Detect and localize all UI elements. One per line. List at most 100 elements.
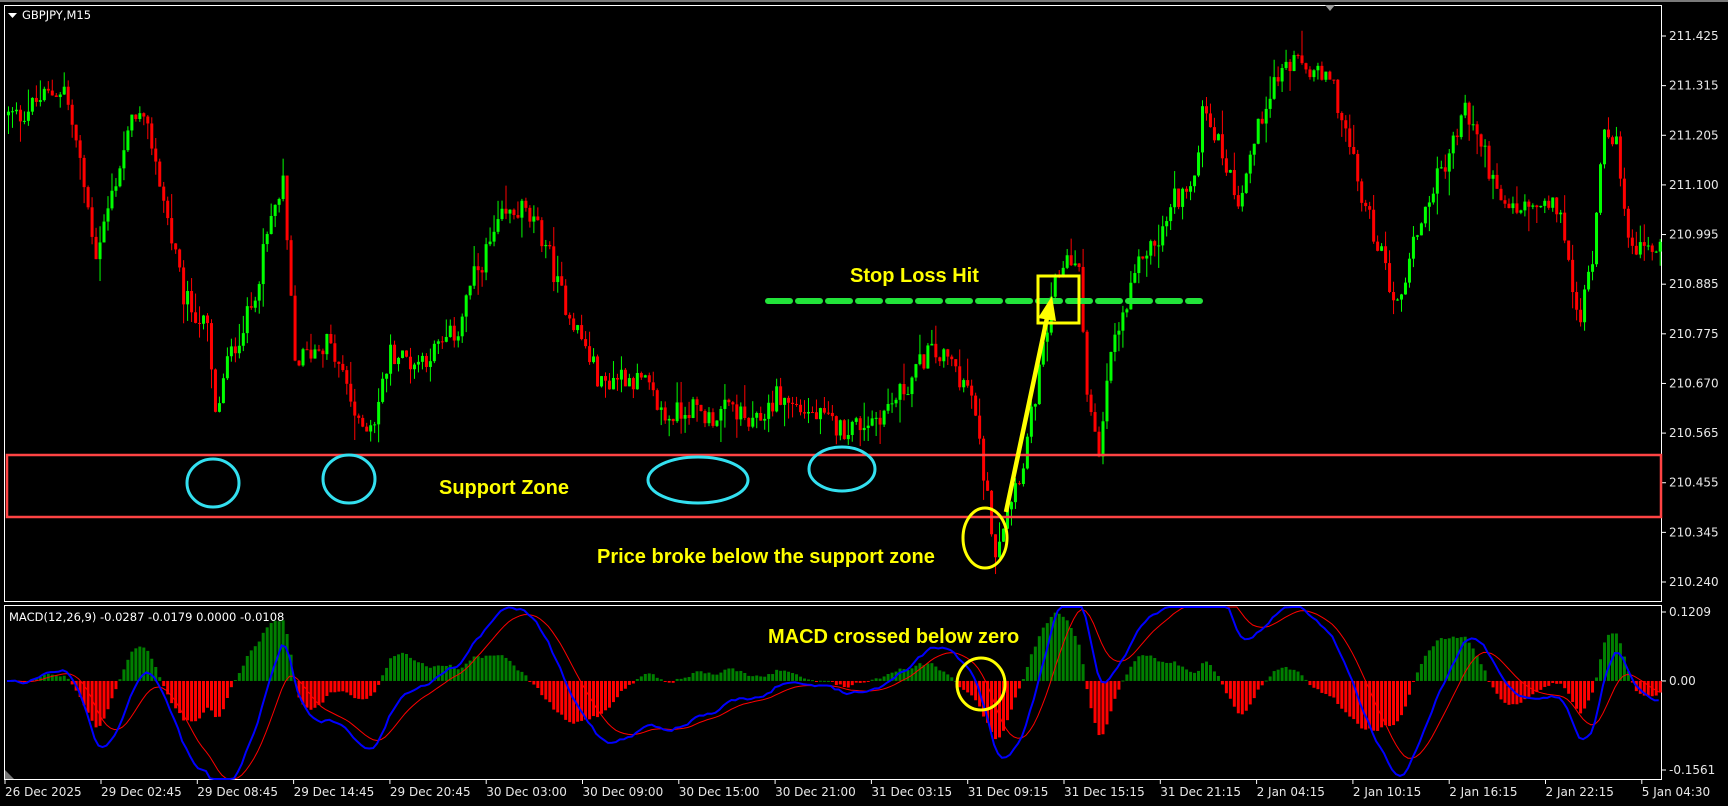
macd-histogram-bar	[1081, 664, 1085, 681]
candle	[1571, 244, 1575, 309]
candle-body	[1013, 483, 1017, 503]
candle-body	[524, 200, 528, 208]
price-tick-label: 211.315	[1669, 79, 1719, 93]
candle-body	[1356, 153, 1360, 182]
candle-body	[822, 408, 826, 413]
candle	[1141, 256, 1145, 260]
candle-body	[1380, 246, 1384, 251]
candle-body	[520, 200, 524, 218]
macd-histogram-bar	[627, 680, 631, 685]
candle	[1646, 236, 1650, 251]
candle	[1435, 156, 1439, 215]
candle	[623, 367, 627, 387]
macd-histogram-bar	[1595, 677, 1599, 681]
candle	[950, 354, 954, 367]
candle-body	[1292, 55, 1296, 72]
time-tick-label: 30 Dec 03:00	[486, 785, 567, 799]
macd-histogram-bar	[1384, 680, 1388, 726]
candle-body	[1467, 102, 1471, 125]
candle	[178, 248, 182, 272]
candle	[194, 293, 198, 324]
time-tick-label: 29 Dec 08:45	[197, 785, 278, 799]
chart-shift-marker-icon[interactable]	[1325, 5, 1335, 11]
macd-histogram-bar	[1017, 680, 1021, 689]
macd-histogram-bar	[771, 674, 775, 681]
candle-body	[564, 285, 568, 315]
candle-body	[623, 369, 627, 387]
macd-histogram-bar	[544, 680, 548, 700]
macd-histogram-bar	[1575, 680, 1579, 709]
candle	[38, 80, 42, 107]
candle	[424, 353, 428, 373]
candle	[1415, 234, 1419, 240]
candle	[695, 396, 699, 422]
candle-body	[408, 356, 412, 370]
candle-body	[420, 355, 424, 362]
macd-histogram-bar	[1272, 671, 1276, 681]
candle	[1097, 426, 1101, 458]
candle	[994, 534, 998, 575]
candle	[588, 331, 592, 365]
macd-histogram-bar	[345, 680, 349, 693]
macd-histogram-bar	[1228, 680, 1232, 699]
candle	[1240, 185, 1244, 212]
candle-body	[221, 378, 225, 404]
candle-body	[1602, 129, 1606, 165]
candle-body	[504, 208, 508, 214]
macd-histogram-bar	[221, 680, 225, 710]
time-axis: 26 Dec 2025 29 Dec 02:45 29 Dec 08:45 29 De…	[4, 780, 1710, 799]
candle-body	[1658, 241, 1662, 252]
candle	[1654, 250, 1658, 254]
candle	[627, 373, 631, 387]
candle	[273, 204, 277, 228]
candle	[500, 200, 504, 221]
candle	[1392, 281, 1396, 315]
candle	[1447, 149, 1451, 196]
candle-body	[651, 382, 655, 391]
candle	[1543, 198, 1547, 214]
candle-body	[1634, 245, 1638, 255]
macd-histogram-bar	[763, 676, 767, 681]
symbol-menu-triangle-icon[interactable]	[8, 13, 17, 18]
candle-body	[910, 377, 914, 395]
macd-histogram-bar	[623, 680, 627, 689]
candle	[1201, 100, 1204, 168]
macd-histogram-bar	[361, 680, 365, 700]
macd-histogram-bar	[1471, 648, 1475, 681]
candle	[1312, 69, 1316, 82]
candle-body	[1487, 145, 1491, 179]
candle-body	[747, 417, 751, 427]
candle	[420, 352, 424, 370]
candle-body	[241, 333, 245, 346]
candle-body	[1539, 205, 1543, 208]
candle	[1595, 212, 1599, 267]
candle-body	[1606, 129, 1610, 138]
candle-body	[878, 417, 882, 425]
candle	[866, 416, 870, 442]
candle	[1360, 178, 1364, 212]
candle	[639, 371, 643, 380]
candle-body	[500, 208, 504, 220]
candle	[14, 102, 18, 115]
candle	[1403, 277, 1407, 295]
candle-body	[1276, 77, 1280, 82]
candle	[647, 372, 651, 390]
support-touch-circle	[185, 457, 241, 509]
candle	[1272, 59, 1276, 100]
macd-histogram-bar	[1400, 680, 1403, 716]
candle-body	[1312, 70, 1316, 78]
macd-histogram-bar	[1173, 661, 1177, 681]
macd-histogram-bar	[448, 664, 452, 681]
candle	[1583, 284, 1587, 331]
candle	[1137, 249, 1141, 284]
candle-body	[894, 399, 898, 404]
macd-histogram-bar	[966, 680, 970, 693]
candle	[504, 185, 508, 220]
candle-body	[604, 376, 607, 381]
candle-body	[1435, 168, 1439, 194]
macd-histogram-bar	[142, 647, 146, 681]
macd-histogram-bar	[1105, 680, 1109, 725]
candle-body	[592, 356, 596, 363]
candle	[265, 231, 269, 252]
